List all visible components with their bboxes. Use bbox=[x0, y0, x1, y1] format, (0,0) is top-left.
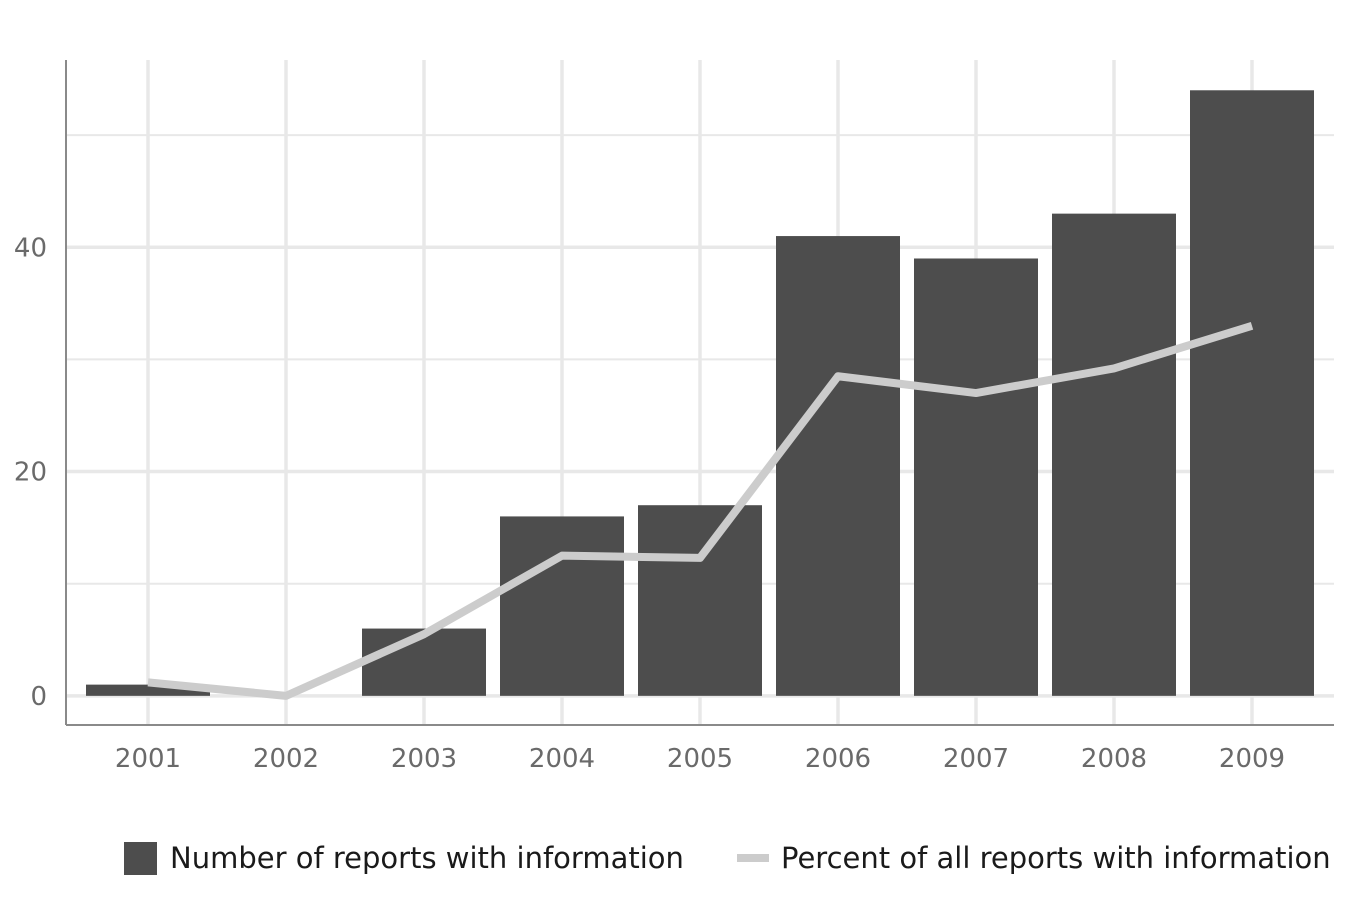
bar-2009 bbox=[1190, 90, 1314, 696]
x-tick-label: 2002 bbox=[253, 744, 319, 774]
legend-swatch-bar bbox=[124, 841, 157, 875]
x-tick-label: 2009 bbox=[1219, 744, 1285, 774]
bar-2007 bbox=[914, 258, 1038, 696]
legend-item-bars: Number of reports with information bbox=[124, 830, 684, 886]
bar-2001 bbox=[86, 684, 210, 696]
bar-2006 bbox=[776, 236, 900, 696]
x-tick-label: 2008 bbox=[1081, 744, 1147, 774]
y-tick-label: 40 bbox=[14, 233, 47, 263]
x-tick-label: 2001 bbox=[115, 744, 181, 774]
legend: Number of reports with information Perce… bbox=[0, 830, 1350, 886]
bars bbox=[86, 90, 1314, 696]
x-tick-label: 2005 bbox=[667, 744, 733, 774]
percent-line bbox=[147, 321, 1254, 700]
bar-2003 bbox=[362, 628, 486, 696]
bar-2008 bbox=[1052, 213, 1176, 696]
x-tick-label: 2006 bbox=[805, 744, 871, 774]
x-tick-label: 2007 bbox=[943, 744, 1009, 774]
y-tick-label: 20 bbox=[14, 458, 47, 488]
x-tick-label: 2004 bbox=[529, 744, 595, 774]
legend-label-bars: Number of reports with information bbox=[170, 841, 684, 875]
bar-2005 bbox=[638, 505, 762, 696]
legend-swatch-line bbox=[737, 854, 769, 862]
y-tick-label: 0 bbox=[30, 682, 47, 712]
tick-labels: 2001 2002 2003 2004 2005 2006 2007 2008 2009 0 20 4… bbox=[14, 233, 1285, 774]
legend-label-line: Percent of all reports with information bbox=[781, 841, 1331, 875]
legend-item-line: Percent of all reports with information bbox=[737, 830, 1331, 886]
bar-2004 bbox=[500, 516, 624, 696]
axes bbox=[65, 60, 1334, 726]
x-tick-label: 2003 bbox=[391, 744, 457, 774]
